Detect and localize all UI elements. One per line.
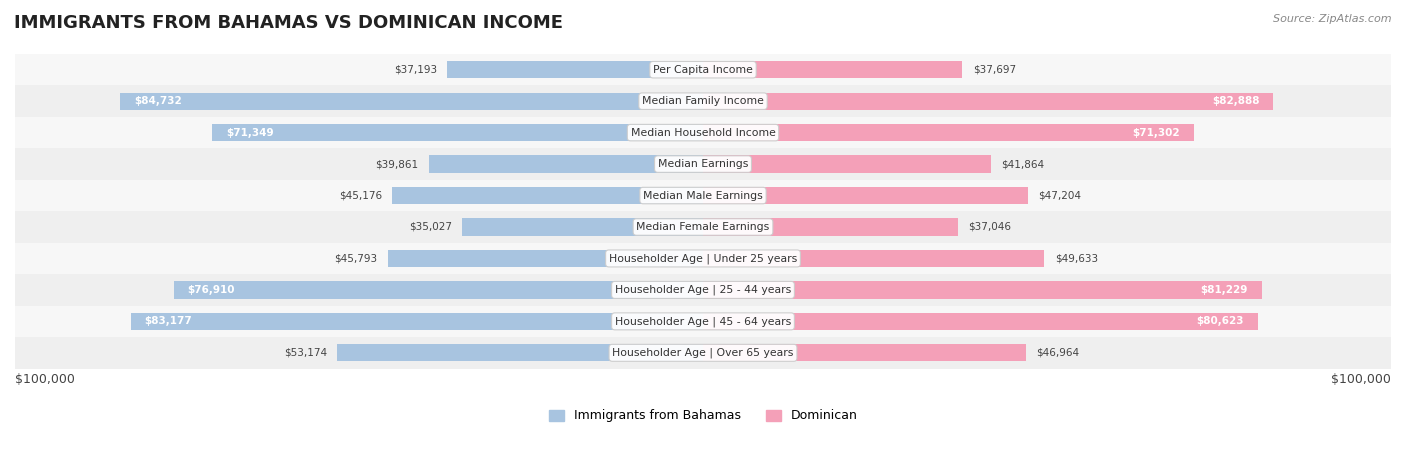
Text: Median Household Income: Median Household Income [630,127,776,138]
Text: $47,204: $47,204 [1038,191,1081,200]
Text: Median Male Earnings: Median Male Earnings [643,191,763,200]
Bar [392,187,703,204]
Text: $83,177: $83,177 [145,316,193,326]
Bar [703,124,1194,142]
Bar [703,156,991,173]
Bar [703,219,957,236]
Text: Householder Age | Over 65 years: Householder Age | Over 65 years [612,347,794,358]
Bar [174,281,703,298]
Text: $37,193: $37,193 [394,65,437,75]
Bar [703,281,1261,298]
Bar [703,187,1028,204]
Text: Source: ZipAtlas.com: Source: ZipAtlas.com [1274,14,1392,24]
Bar [703,92,1274,110]
Bar [15,54,1391,85]
Text: $45,176: $45,176 [339,191,382,200]
Text: $81,229: $81,229 [1201,285,1249,295]
Bar [447,61,703,78]
Bar [337,344,703,361]
Bar [703,344,1026,361]
Bar [388,250,703,267]
Text: $71,302: $71,302 [1132,127,1180,138]
Text: IMMIGRANTS FROM BAHAMAS VS DOMINICAN INCOME: IMMIGRANTS FROM BAHAMAS VS DOMINICAN INC… [14,14,562,32]
Bar [463,219,703,236]
Text: $37,697: $37,697 [973,65,1015,75]
Text: Householder Age | 25 - 44 years: Householder Age | 25 - 44 years [614,285,792,295]
Bar [703,250,1045,267]
Bar [15,149,1391,180]
Text: $37,046: $37,046 [969,222,1011,232]
Bar [15,305,1391,337]
Text: $53,174: $53,174 [284,348,326,358]
Text: $100,000: $100,000 [15,373,75,386]
Text: Median Earnings: Median Earnings [658,159,748,169]
Text: $49,633: $49,633 [1054,254,1098,263]
Text: $100,000: $100,000 [1331,373,1391,386]
Bar [703,61,962,78]
Text: Median Female Earnings: Median Female Earnings [637,222,769,232]
Text: Per Capita Income: Per Capita Income [652,65,754,75]
Bar [15,243,1391,274]
Text: $84,732: $84,732 [134,96,181,106]
Legend: Immigrants from Bahamas, Dominican: Immigrants from Bahamas, Dominican [544,404,862,427]
Bar [15,211,1391,243]
Text: $71,349: $71,349 [226,127,274,138]
Text: $39,861: $39,861 [375,159,419,169]
Text: Householder Age | 45 - 64 years: Householder Age | 45 - 64 years [614,316,792,326]
Text: $45,793: $45,793 [335,254,378,263]
Text: $41,864: $41,864 [1001,159,1045,169]
Bar [15,337,1391,368]
Text: Median Family Income: Median Family Income [643,96,763,106]
Text: $76,910: $76,910 [187,285,235,295]
Bar [212,124,703,142]
Bar [15,117,1391,149]
Text: $46,964: $46,964 [1036,348,1080,358]
Bar [703,313,1258,330]
Bar [131,313,703,330]
Bar [429,156,703,173]
Text: $35,027: $35,027 [409,222,451,232]
Text: Householder Age | Under 25 years: Householder Age | Under 25 years [609,253,797,264]
Bar [15,180,1391,211]
Bar [120,92,703,110]
Bar [15,274,1391,305]
Text: $80,623: $80,623 [1197,316,1244,326]
Text: $82,888: $82,888 [1212,96,1260,106]
Bar [15,85,1391,117]
